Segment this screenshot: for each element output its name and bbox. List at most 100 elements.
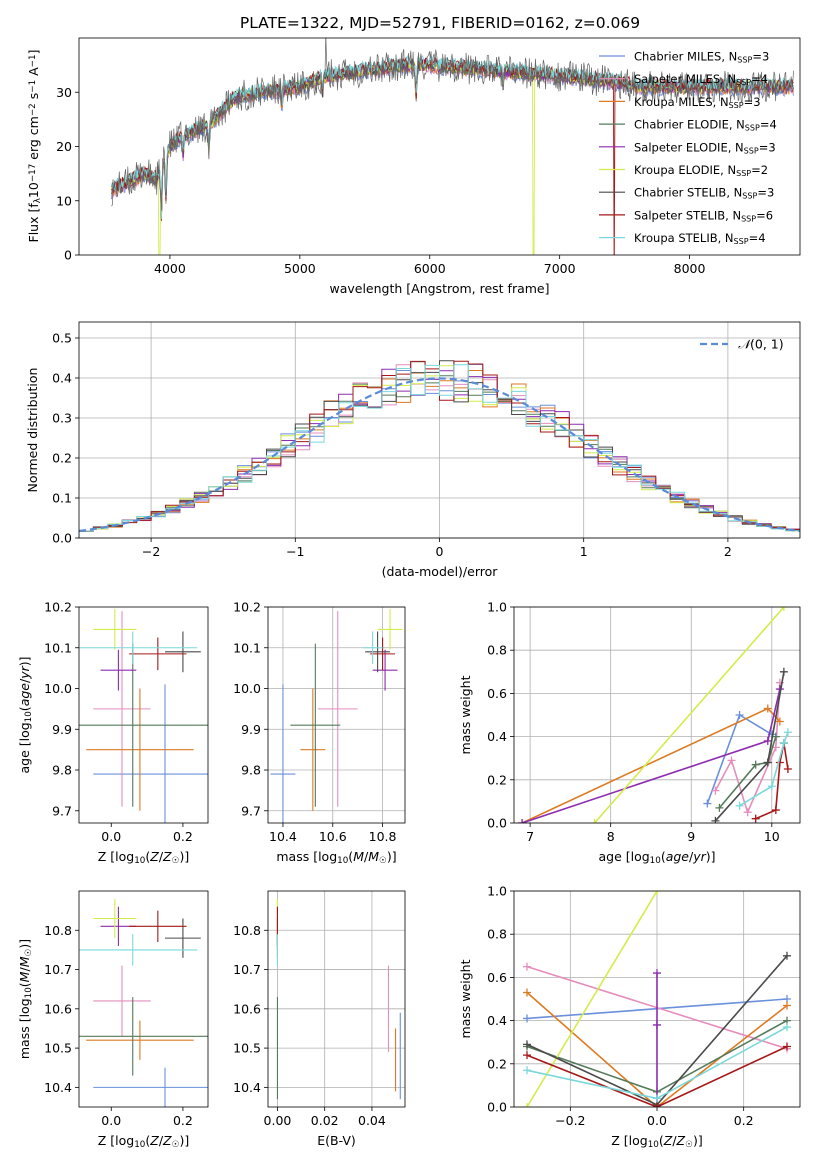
error-bar-marker	[317, 611, 358, 807]
mass-weight-point	[523, 962, 531, 971]
y-tick-label: 10.8	[233, 923, 261, 938]
mass-weight-point	[518, 819, 527, 823]
mass-weight-vs-age-plot-area	[518, 607, 792, 823]
y-tick-label: 0.6	[487, 970, 507, 985]
x-tick-label: 10.8	[369, 829, 397, 844]
x-tick-label: 7000	[544, 261, 576, 276]
y-tick-label: 10.5	[233, 1041, 261, 1056]
spectrum-xlabel: wavelength [Angstrom, rest frame]	[329, 281, 549, 296]
residual-histogram-xlabel: (data-model)/error	[382, 564, 499, 579]
y-tick-label: 0.0	[52, 531, 72, 546]
y-tick-label: 9.8	[52, 763, 72, 778]
mass-weight-line	[593, 607, 785, 823]
residual-histogram-panel: −2 −1 0 1 2 0.0 0.1 0.2 0.3 0.4 0.5 (data-model)/er…	[25, 321, 801, 579]
x-tick-label: 0	[436, 544, 444, 559]
mass-weight-point	[653, 1020, 661, 1029]
error-bar-marker	[365, 631, 391, 673]
x-tick-label: 8000	[674, 261, 706, 276]
mass-weight-point	[763, 704, 772, 713]
mass-weight-point	[653, 891, 661, 895]
legend-label-8: Kroupa STELIB, NSSP=4	[634, 231, 766, 246]
mass-weight-line	[526, 891, 658, 1107]
mass-weight-point	[743, 808, 752, 817]
y-tick-label: 9.9	[241, 722, 261, 737]
legend-label-6: Chabrier STELIB, NSSP=3	[634, 186, 774, 201]
error-bar-marker	[370, 637, 396, 671]
y-tick-label: 0.0	[487, 816, 507, 831]
error-bar-marker	[79, 997, 208, 1076]
residual-histogram-plot-area	[79, 360, 800, 538]
x-tick-label: 8	[607, 829, 615, 844]
y-tick-label: 9.8	[241, 763, 261, 778]
y-tick-label: 10.2	[44, 600, 72, 615]
x-tick-label: 0.02	[311, 1113, 339, 1128]
x-tick-label: 0.2	[173, 829, 193, 844]
mass-weight-point	[523, 1040, 531, 1049]
normal-legend-label: 𝒩(0, 1)	[738, 337, 784, 352]
mass-vs-ebv-plot-area	[276, 898, 401, 1100]
y-tick-label: 0	[64, 248, 72, 263]
age-vs-Z-ylabel: age [log10(age/yr)]	[17, 656, 34, 773]
x-tick-label: 0.0	[101, 1113, 121, 1128]
y-tick-label: 10.8	[44, 923, 72, 938]
y-tick-label: 10.7	[233, 962, 261, 977]
y-tick-label: 10.0	[233, 681, 261, 696]
mass-weight-vs-Z-ylabel: mass weight	[458, 959, 473, 1038]
error-bar-marker	[270, 684, 296, 823]
age-vs-mass-panel: 10.4 10.6 10.8 9.7 9.8 9.9 10.0 10.1 10.2 mass [l…	[233, 600, 406, 866]
mass-weight-point	[775, 717, 784, 726]
error-bar-marker	[79, 631, 198, 665]
figure-title: PLATE=1322, MJD=52791, FIBERID=0162, z=0…	[240, 14, 640, 32]
mass-vs-ebv-xlabel: E(B-V)	[317, 1133, 356, 1148]
mass-weight-point	[779, 667, 788, 676]
mass-weight-point	[771, 806, 780, 815]
y-tick-label: 0.4	[487, 1013, 507, 1028]
y-tick-label: 10.4	[233, 1080, 261, 1095]
x-tick-label: 10	[764, 829, 780, 844]
error-bar-marker	[165, 631, 201, 673]
mass-weight-line	[526, 1045, 788, 1107]
mass-vs-Z-ylabel: mass [log10(M/M☉)]	[17, 939, 34, 1059]
legend-label-7: Salpeter STELIB, NSSP=6	[634, 208, 773, 223]
error-bar-marker	[79, 643, 208, 807]
y-tick-label: 0.8	[487, 643, 507, 658]
error-bar-marker	[93, 609, 137, 650]
legend-label-3: Chabrier ELODIE, NSSP=4	[634, 118, 777, 133]
y-tick-label: 9.9	[52, 722, 72, 737]
error-bar-marker	[165, 918, 201, 958]
x-tick-label: 6000	[414, 261, 446, 276]
x-tick-label: 5000	[284, 261, 316, 276]
mass-weight-line	[526, 991, 788, 1107]
mass-weight-point	[523, 1066, 531, 1075]
x-tick-label: 9	[687, 829, 695, 844]
x-tick-label: −0.2	[555, 1113, 585, 1128]
x-tick-label: 10.4	[269, 829, 297, 844]
y-tick-label: 0.1	[52, 491, 72, 506]
legend-label-1: Salpeter MILES, NSSP=4	[634, 72, 768, 87]
error-bar-marker	[79, 934, 198, 966]
error-bar-marker	[362, 631, 383, 665]
x-tick-label: 0.2	[173, 1113, 193, 1128]
error-bar-marker	[290, 643, 341, 807]
mass-weight-vs-Z-plot-area	[523, 891, 791, 1107]
x-tick-label: −2	[142, 544, 160, 559]
mass-weight-point	[779, 739, 788, 748]
x-tick-label: 0.0	[101, 829, 121, 844]
age-vs-Z-panel: 0.0 0.2 9.7 9.8 9.9 10.0 10.1 10.2 Z [log10(Z/Z☉…	[17, 600, 209, 866]
error-bar-marker	[93, 965, 151, 1037]
error-bar-marker	[372, 649, 398, 691]
y-tick-label: 10.2	[233, 600, 261, 615]
y-tick-label: 0.4	[487, 729, 507, 744]
y-tick-label: 10	[56, 193, 72, 208]
error-bar-marker	[93, 1067, 208, 1107]
x-tick-label: 0.2	[734, 1113, 754, 1128]
y-tick-label: 0.8	[487, 927, 507, 942]
error-bar-marker	[86, 1020, 194, 1060]
y-tick-label: 10.1	[233, 640, 261, 655]
x-tick-label: 0.0	[647, 1113, 667, 1128]
model-legend: Chabrier MILES, NSSP=3 Salpeter MILES, NS…	[599, 50, 777, 246]
mass-weight-point	[783, 1001, 791, 1010]
mass-weight-point	[711, 786, 720, 795]
y-tick-label: 0.5	[52, 331, 72, 346]
